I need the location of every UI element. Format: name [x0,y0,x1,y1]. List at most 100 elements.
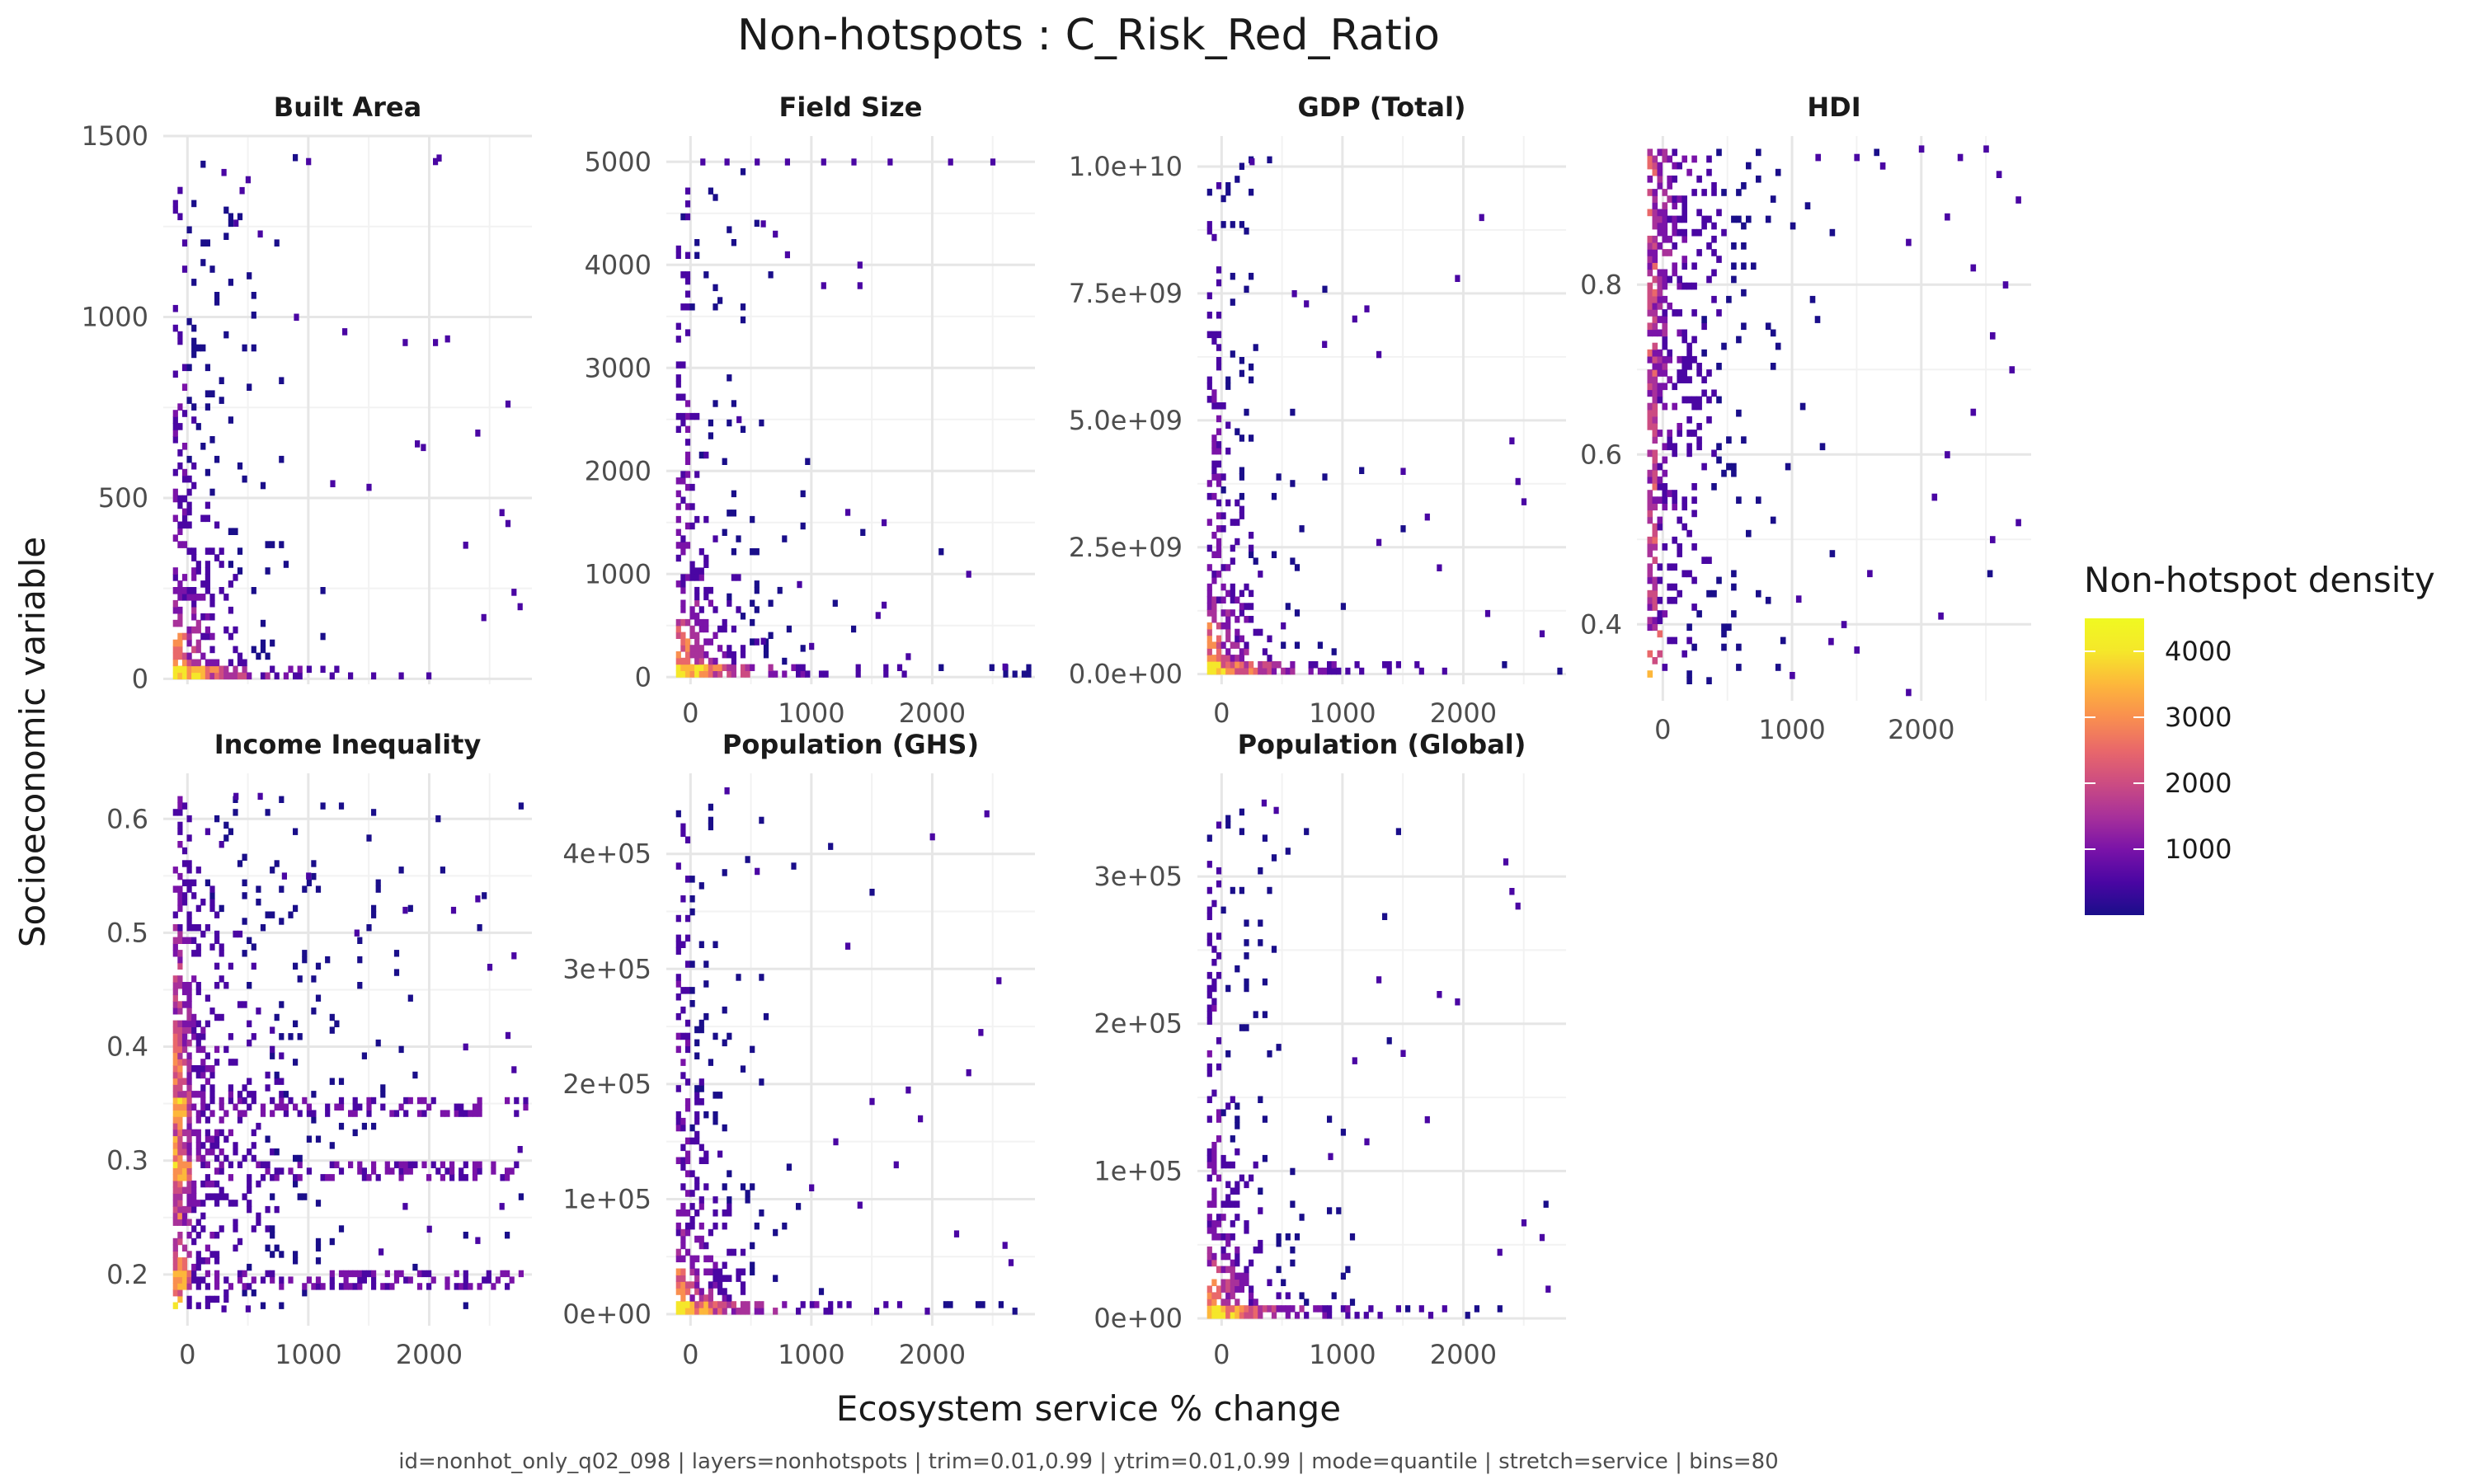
heatmap-bin [430,1161,436,1168]
heatmap-bin [1681,209,1687,217]
heatmap-bin [1235,641,1240,649]
heatmap-bin [223,821,229,829]
heatmap-bin [1652,402,1658,411]
heatmap-bin [1244,1181,1249,1189]
heatmap-bin [181,1129,188,1137]
heatmap-bin [186,1295,192,1303]
heatmap-bin [675,412,681,420]
heatmap-bin [1652,235,1658,243]
heatmap-bin [260,924,266,932]
heatmap-bin [1652,189,1658,196]
heatmap-bin [1706,416,1712,424]
heatmap-bin [274,1078,280,1085]
heatmap-bin [219,975,224,983]
heatmap-bin [172,304,178,312]
heatmap-bin [228,672,233,680]
heatmap-bin [1206,661,1212,669]
heatmap-bin [680,618,686,627]
heatmap-bin [181,802,188,810]
heatmap-bin [1667,443,1672,451]
heatmap-bin [293,904,299,913]
heatmap-bin [172,1110,178,1117]
heatmap-bin [1285,1312,1291,1319]
heatmap-bin [689,625,695,633]
outlier-bin [505,400,511,408]
heatmap-bin [1647,242,1653,250]
heatmap-bin [1249,532,1254,539]
outlier-bin [875,612,881,619]
heatmap-bin [209,1091,215,1098]
heatmap-bin [1662,355,1668,364]
heatmap-bin [1281,641,1286,649]
heatmap-bin [727,1275,732,1282]
heatmap-bin [283,561,289,568]
outlier-bin [833,1138,839,1146]
heatmap-bin [247,1283,252,1290]
heatmap-bin [1691,510,1697,518]
heatmap-bin [172,1219,178,1226]
heatmap-bin [1322,473,1328,481]
heatmap-bin [242,918,247,925]
heatmap-bin [763,651,769,659]
heatmap-bin [1216,1214,1222,1221]
heatmap-bin [214,455,220,463]
heatmap-bin [694,632,700,639]
heatmap-bin [274,1013,280,1021]
heatmap-bin [1691,430,1697,437]
heatmap-bin [1225,622,1231,630]
heatmap-bin [172,994,178,1002]
heatmap-bin [1216,441,1222,448]
heatmap-bin [1026,670,1032,678]
heatmap-bin [265,652,270,660]
heatmap-bin [237,659,243,667]
heatmap-bin [750,515,755,524]
heatmap-bin [855,664,861,671]
heatmap-bin [680,1301,686,1308]
heatmap-bin [1647,295,1653,303]
heatmap-bin [736,574,741,581]
heatmap-bin [1657,162,1663,170]
heatmap-bin [1235,1279,1240,1286]
heatmap-bin [191,626,197,634]
heatmap-bin [1239,667,1244,675]
heatmap-bin [684,1170,691,1177]
heatmap-bin [689,1124,695,1132]
heatmap-bin [1230,1292,1235,1299]
heatmap-bin [675,947,681,955]
heatmap-bin [297,665,303,674]
heatmap-bin [237,930,243,938]
heatmap-bin [1731,583,1737,591]
heatmap-bin [260,1103,266,1111]
heatmap-bin [505,1097,510,1105]
heatmap-bins [675,787,1018,1315]
outlier-bin [1322,340,1328,348]
heatmap-bin [1672,262,1677,270]
heatmap-bin [274,1244,280,1252]
heatmap-bin [223,1045,229,1054]
heatmap-bin [260,619,266,627]
heatmap-bin [680,1288,686,1295]
heatmap-bin [195,1039,201,1047]
heatmap-bin [1706,275,1712,284]
heatmap-bin [472,1167,478,1175]
heatmap-bin [1235,519,1240,526]
heatmap-bin [1652,396,1658,404]
heatmap-bin [209,904,215,913]
heatmap-bin [1345,667,1351,675]
heatmap-bin [684,271,691,279]
heatmap-bin [191,574,197,581]
heatmap-bin [172,619,178,627]
heatmap-bin [1206,221,1212,228]
heatmap-bin [684,1209,691,1217]
heatmap-bin [684,1288,691,1295]
heatmap-bin [181,1110,188,1117]
heatmap-bin [1418,667,1424,675]
heatmap-bin [1652,242,1658,250]
heatmap-bin [1359,467,1365,474]
y-tick-label: 1.0e+10 [1069,151,1183,182]
heatmap-bin [454,1283,459,1290]
heatmap-bin [260,1174,266,1181]
heatmap-bin [1701,215,1707,223]
heatmap-bin [200,1154,206,1162]
heatmap-bin [713,194,718,201]
